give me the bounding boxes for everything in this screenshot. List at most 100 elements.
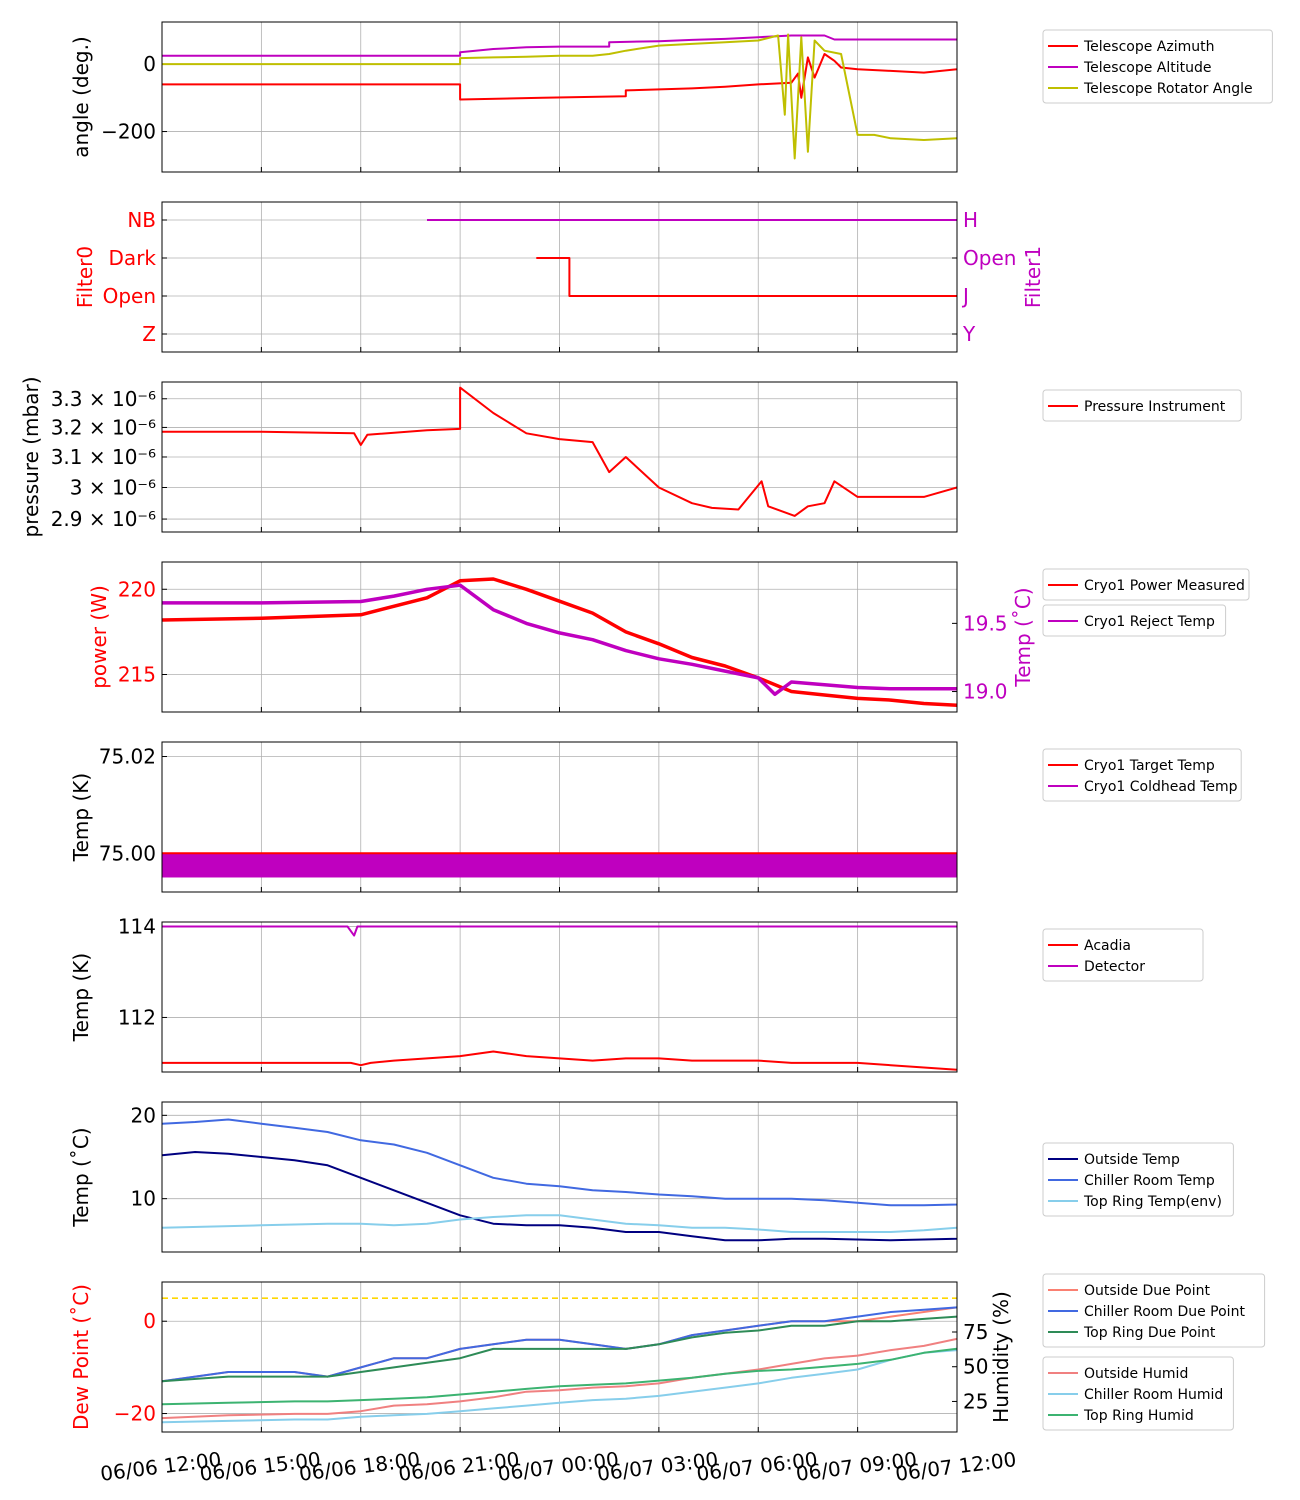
y-tick-label-right: Y [962,322,976,346]
legend-label: Detector [1084,959,1145,975]
series-line-filter1 [427,219,957,221]
y-tick-label: 2.9 × 10⁻⁶ [51,507,156,531]
y-axis-label: Temp (˚C) [69,1127,93,1227]
y-tick-label: Dark [109,246,157,270]
legend: Telescope Azimuth Telescope Altitude Teles… [1042,29,1273,104]
legend-box [1042,748,1242,802]
legend-label: Top Ring Humid [1083,1408,1194,1424]
series-group [162,33,957,160]
series-group [162,852,957,878]
legend-label: Cryo1 Power Measured [1084,578,1245,594]
legend: Outside Humid Chiller Room Humid Top Ring … [1042,1356,1234,1431]
legend-label: Cryo1 Coldhead Temp [1084,779,1238,795]
axes-frame [161,1281,958,1433]
y-tick-label: 0 [143,52,156,76]
legend-label: Outside Humid [1084,1366,1188,1382]
y-axis-label: Temp (K) [69,773,93,862]
series-line-chiller-room-humid [162,1349,957,1424]
legend: Cryo1 Reject Temp [1042,604,1227,637]
series-line-chiller-room-due-point [162,1306,957,1383]
y-tick-label: Z [142,322,156,346]
legend-label: Outside Temp [1084,1152,1180,1168]
series-line-chiller-room-temp [162,1118,957,1207]
axes-frame [161,381,958,533]
y-tick-label: 20 [131,1103,156,1127]
legend-label: Chiller Room Humid [1084,1387,1223,1403]
y-axis-label: Dew Point (˚C) [69,1284,93,1430]
chart-panel-7: 20 10 Temp (˚C) Outside Temp Chiller Room Te… [69,1101,1234,1253]
chart-panel-8: 0 −20 75 50 25 Dew Point (˚C) Humidity (%) Outs… [69,1273,1266,1433]
legend-label: Top Ring Due Point [1083,1325,1216,1341]
y-axis-label: angle (deg.) [69,36,93,158]
chart-panel-2: Z Open Dark NB YJ Open H Filter0 Filter1 [73,201,1045,353]
series-line-cryo1-reject-temp [162,583,957,697]
legend-label: Acadia [1084,938,1131,954]
y-tick-label-right: J [961,284,969,308]
legend: Outside Due Point Chiller Room Due Point T… [1042,1273,1266,1348]
legend-label: Chiller Room Temp [1084,1173,1215,1189]
y-tick-label: 112 [118,1005,156,1029]
y-axis-label: power (W) [87,585,111,689]
y-tick-label-right: 19.0 [963,680,1008,704]
y-tick-label: 220 [118,577,156,601]
legend-label: Telescope Azimuth [1083,39,1214,55]
legend: Pressure Instrument [1042,389,1242,422]
y-tick-label: 0 [143,1309,156,1333]
y-tick-label: 3.2 × 10⁻⁶ [51,415,156,439]
legend-label: Cryo1 Target Temp [1084,758,1215,774]
legend: Cryo1 Power Measured [1042,568,1250,601]
y-tick-label: 3.3 × 10⁻⁶ [51,387,156,411]
y-axis-label: pressure (mbar) [19,376,43,537]
y-axis-label: Filter0 [73,246,97,308]
chart-panel-6: 114 112 Temp (K) Acadia Detector [69,915,1204,1073]
axes-frame [161,1101,958,1253]
y-tick-label: 3.1 × 10⁻⁶ [51,445,156,469]
axes-frame [161,921,958,1073]
y-tick-label-right: Open [963,246,1016,270]
y-tick-label: 114 [118,915,156,939]
series-group [162,1297,957,1424]
legend-label: Telescope Rotator Angle [1083,81,1253,97]
y-tick-label-right: 19.5 [963,611,1008,635]
legend-label: Telescope Altitude [1083,60,1212,76]
y-axis-label-right: Filter1 [1021,246,1045,308]
series-line-outside-temp [162,1151,957,1242]
legend: Cryo1 Target Temp Cryo1 Coldhead Temp [1042,748,1242,802]
series-line-detector [162,925,957,937]
series-line-telescope-rotator-angle [162,33,957,160]
legend-box [1042,604,1227,637]
axes-frame [161,21,958,173]
y-tick-label: 75.00 [99,841,156,865]
series-group [427,219,957,297]
y-tick-label: 3 × 10⁻⁶ [70,476,156,500]
y-axis-label-right: Temp (˚C) [1011,587,1035,687]
legend-box [1042,1142,1234,1217]
legend-box [1042,928,1204,982]
y-tick-label: 75.02 [99,745,156,769]
series-line-filter0 [536,257,957,297]
series-line-telescope-altitude [162,34,957,57]
legend-label: Top Ring Temp(env) [1083,1194,1222,1210]
legend-label: Chiller Room Due Point [1084,1304,1245,1320]
y-axis-label-right: Humidity (%) [989,1291,1013,1423]
y-tick-label-right: 75 [963,1320,988,1344]
legend-box [1042,568,1250,601]
chart-panel-3: 3.3 × 10⁻⁶ 3.2 × 10⁻⁶ 3.1 × 10⁻⁶ 3 × 10⁻⁶ 2.… [19,376,1242,538]
y-tick-label-right: 50 [963,1355,988,1379]
y-tick-label: Open [103,284,156,308]
y-tick-label-right: 25 [963,1389,988,1413]
y-axis-label: Temp (K) [69,953,93,1042]
axes-frame [161,741,958,893]
series-group [162,386,957,517]
legend-label: Outside Due Point [1084,1283,1211,1299]
y-tick-label: −20 [114,1402,156,1426]
series-line-pressure-instrument [162,386,957,517]
axes-frame [161,201,958,353]
series-line-acadia [162,1050,957,1071]
legend-label: Cryo1 Reject Temp [1084,614,1215,630]
series-line-cryo1-power-measured [162,577,957,707]
